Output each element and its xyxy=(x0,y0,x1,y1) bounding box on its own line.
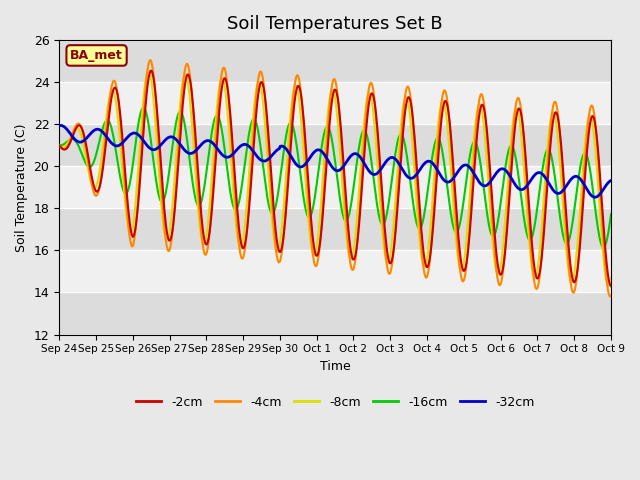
-2cm xyxy=(607,283,615,289)
-32cm xyxy=(66,130,74,136)
-16cm xyxy=(179,113,187,119)
-8cm xyxy=(65,137,73,143)
-8cm xyxy=(179,79,187,84)
-32cm xyxy=(123,135,131,141)
Line: -16cm: -16cm xyxy=(59,108,611,248)
Line: -8cm: -8cm xyxy=(59,71,611,286)
-16cm xyxy=(65,137,73,143)
Bar xyxy=(59,124,611,166)
-2cm xyxy=(403,98,411,104)
Y-axis label: Soil Temperature (C): Soil Temperature (C) xyxy=(15,123,28,252)
-8cm xyxy=(55,143,63,148)
-32cm xyxy=(179,145,187,151)
-8cm xyxy=(403,95,411,101)
-4cm xyxy=(179,85,187,91)
-32cm xyxy=(419,162,427,168)
-32cm xyxy=(55,123,63,129)
-16cm xyxy=(403,153,411,158)
-8cm xyxy=(607,275,615,281)
-16cm xyxy=(55,143,63,148)
-4cm xyxy=(147,57,154,63)
-8cm xyxy=(208,172,216,178)
-2cm xyxy=(208,207,216,213)
-32cm xyxy=(208,140,216,145)
-4cm xyxy=(606,294,614,300)
-2cm xyxy=(65,142,73,148)
-4cm xyxy=(419,261,427,266)
-2cm xyxy=(179,102,187,108)
-32cm xyxy=(403,173,411,179)
Bar xyxy=(59,292,611,335)
Title: Soil Temperatures Set B: Soil Temperatures Set B xyxy=(227,15,443,33)
-4cm xyxy=(122,195,130,201)
-4cm xyxy=(403,85,411,91)
-8cm xyxy=(605,283,612,288)
Legend: -2cm, -4cm, -8cm, -16cm, -32cm: -2cm, -4cm, -8cm, -16cm, -32cm xyxy=(131,391,540,414)
Line: -4cm: -4cm xyxy=(59,60,611,297)
-16cm xyxy=(607,212,615,217)
-2cm xyxy=(147,68,155,73)
-16cm xyxy=(419,218,427,224)
Text: BA_met: BA_met xyxy=(70,49,123,62)
Bar xyxy=(59,208,611,251)
-16cm xyxy=(208,129,216,135)
-8cm xyxy=(122,207,130,213)
-32cm xyxy=(57,122,65,128)
-2cm xyxy=(55,143,63,148)
-16cm xyxy=(140,105,147,110)
-2cm xyxy=(122,180,130,185)
-16cm xyxy=(122,191,130,197)
X-axis label: Time: Time xyxy=(320,360,351,373)
Bar xyxy=(59,40,611,82)
-16cm xyxy=(600,245,607,251)
-2cm xyxy=(419,244,427,250)
-8cm xyxy=(145,68,152,73)
-4cm xyxy=(65,140,73,145)
-4cm xyxy=(607,293,615,299)
-4cm xyxy=(208,201,216,206)
-32cm xyxy=(591,194,599,200)
Line: -32cm: -32cm xyxy=(59,125,611,197)
-8cm xyxy=(419,261,427,267)
-32cm xyxy=(607,178,615,183)
Line: -2cm: -2cm xyxy=(59,71,611,286)
-4cm xyxy=(55,143,63,148)
